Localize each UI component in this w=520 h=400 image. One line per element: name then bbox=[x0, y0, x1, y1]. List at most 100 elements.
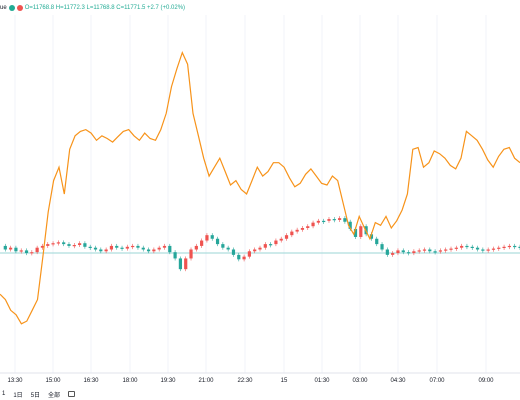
candle bbox=[131, 245, 135, 248]
candle bbox=[465, 245, 469, 248]
candle bbox=[46, 244, 50, 246]
time-tick-label: 15 bbox=[281, 378, 288, 384]
candle bbox=[77, 243, 82, 246]
candle bbox=[136, 245, 140, 248]
candle bbox=[269, 244, 273, 246]
time-tick-label: 18:00 bbox=[122, 378, 138, 384]
time-tick-label: 03:00 bbox=[352, 378, 368, 384]
candle bbox=[337, 218, 342, 220]
candle bbox=[19, 250, 23, 252]
time-tick-label: 16:30 bbox=[83, 378, 99, 384]
candle bbox=[513, 245, 517, 248]
candle bbox=[475, 247, 480, 250]
time-tick-label: 15:00 bbox=[45, 378, 61, 384]
candle bbox=[470, 246, 474, 249]
candle bbox=[99, 249, 103, 252]
eye-icon[interactable] bbox=[8, 5, 15, 11]
time-tick-label: 19:30 bbox=[160, 378, 176, 384]
candle bbox=[3, 245, 7, 250]
candle bbox=[247, 251, 251, 257]
candle bbox=[348, 221, 352, 229]
candle bbox=[125, 246, 129, 249]
candle bbox=[56, 242, 60, 244]
candle bbox=[40, 245, 45, 248]
candle bbox=[295, 229, 299, 232]
legend-header: ue O=11768.8 H=11772.3 L=11768.8 C=11771… bbox=[0, 2, 185, 14]
candle bbox=[242, 256, 246, 260]
timeframe-button-1[interactable]: 1 bbox=[2, 391, 6, 397]
candle bbox=[274, 240, 278, 245]
candle bbox=[210, 235, 214, 239]
symbol-label: ue bbox=[0, 5, 7, 11]
timeframe-bar: 1 1日 5日 全部 bbox=[0, 388, 76, 400]
candle bbox=[353, 228, 358, 237]
candle bbox=[486, 249, 490, 251]
candle bbox=[215, 238, 220, 245]
candle bbox=[194, 245, 198, 250]
chart-grid bbox=[14, 15, 487, 373]
candle bbox=[173, 252, 177, 259]
candle bbox=[88, 246, 92, 249]
time-tick-label: 09:00 bbox=[478, 378, 494, 384]
timeframe-button-all[interactable]: 全部 bbox=[48, 392, 61, 399]
candle bbox=[253, 249, 257, 252]
candle bbox=[279, 238, 283, 241]
candle bbox=[51, 243, 55, 245]
candle bbox=[83, 243, 87, 247]
candle bbox=[438, 250, 443, 252]
candle bbox=[258, 247, 262, 250]
candle bbox=[497, 247, 501, 249]
orange-price-line bbox=[0, 50, 520, 325]
candle bbox=[507, 245, 511, 248]
candle bbox=[332, 219, 336, 221]
candle bbox=[200, 240, 204, 246]
candle bbox=[9, 247, 13, 250]
candle bbox=[359, 226, 363, 237]
candle bbox=[104, 249, 108, 252]
candle bbox=[391, 253, 395, 255]
candle bbox=[518, 246, 520, 249]
candle bbox=[412, 251, 416, 254]
candle bbox=[141, 247, 145, 250]
candle bbox=[226, 247, 230, 250]
candle bbox=[152, 249, 156, 252]
candle bbox=[205, 235, 209, 241]
candle bbox=[422, 249, 427, 251]
candle bbox=[184, 258, 188, 270]
time-tick-label: 13:30 bbox=[7, 378, 23, 384]
candle bbox=[157, 247, 161, 250]
candle bbox=[343, 218, 347, 222]
candle bbox=[491, 248, 496, 250]
candle bbox=[162, 245, 167, 248]
candle bbox=[168, 245, 172, 253]
candle bbox=[30, 252, 34, 254]
candle-series bbox=[3, 216, 520, 272]
candle bbox=[67, 244, 71, 246]
candle bbox=[311, 222, 315, 227]
timeframe-button-5d[interactable]: 5日 bbox=[30, 392, 41, 399]
candle bbox=[221, 244, 225, 248]
candle bbox=[449, 248, 453, 250]
candle bbox=[380, 244, 384, 250]
candle bbox=[502, 246, 506, 249]
timeframe-button-1d[interactable]: 1日 bbox=[13, 392, 23, 399]
candle bbox=[115, 245, 119, 248]
ohlc-values: O=11768.8 H=11772.3 L=11768.8 C=11771.5 … bbox=[24, 5, 186, 11]
candle bbox=[322, 220, 326, 223]
candle bbox=[316, 220, 320, 223]
candle bbox=[24, 250, 29, 254]
candle bbox=[300, 228, 305, 230]
time-axis: 13:30 15:00 16:30 18:00 19:30 21:00 22:30 15 01:… bbox=[7, 378, 494, 384]
candle bbox=[306, 226, 310, 229]
candle bbox=[146, 249, 151, 252]
candle bbox=[385, 249, 389, 255]
candle bbox=[406, 252, 411, 254]
candle bbox=[189, 249, 193, 259]
calendar-icon[interactable] bbox=[68, 391, 76, 397]
close-icon[interactable] bbox=[16, 5, 23, 11]
candle bbox=[369, 234, 374, 239]
candle bbox=[237, 254, 241, 260]
candle bbox=[62, 242, 66, 245]
candle bbox=[444, 249, 448, 251]
